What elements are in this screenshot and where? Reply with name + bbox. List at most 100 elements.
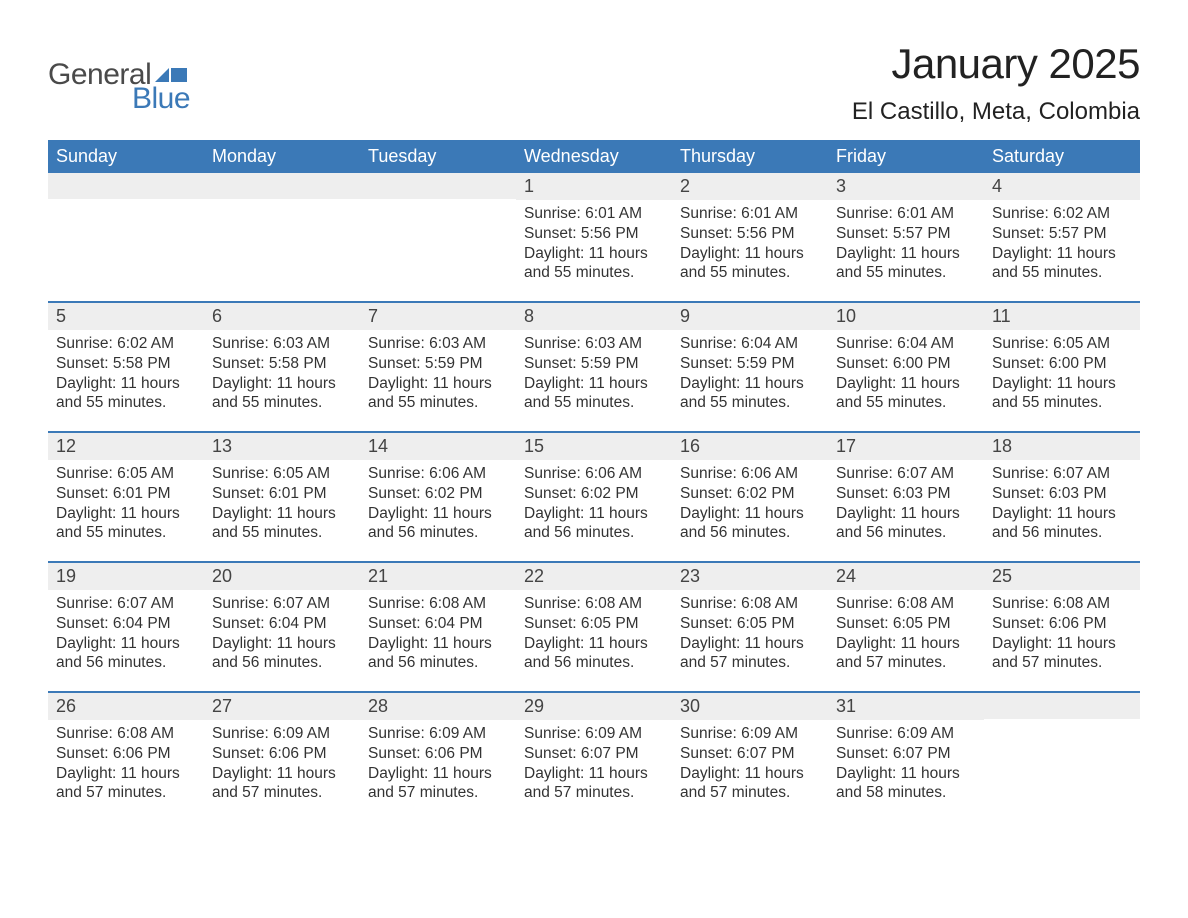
calendar-cell: 13Sunrise: 6:05 AMSunset: 6:01 PMDayligh… [204,433,360,559]
daylight-text: Daylight: 11 hours and 57 minutes. [680,764,820,804]
sunrise-text: Sunrise: 6:04 AM [836,334,976,354]
cell-body: Sunrise: 6:05 AMSunset: 6:00 PMDaylight:… [984,330,1140,419]
cell-body: Sunrise: 6:08 AMSunset: 6:05 PMDaylight:… [672,590,828,679]
sunset-text: Sunset: 6:07 PM [680,744,820,764]
cell-body: Sunrise: 6:07 AMSunset: 6:03 PMDaylight:… [984,460,1140,549]
month-title: January 2025 [852,40,1140,88]
calendar-cell: 3Sunrise: 6:01 AMSunset: 5:57 PMDaylight… [828,173,984,299]
calendar-cell: 11Sunrise: 6:05 AMSunset: 6:00 PMDayligh… [984,303,1140,429]
daylight-text: Daylight: 11 hours and 56 minutes. [368,504,508,544]
daylight-text: Daylight: 11 hours and 56 minutes. [992,504,1132,544]
cell-body: Sunrise: 6:06 AMSunset: 6:02 PMDaylight:… [360,460,516,549]
sunset-text: Sunset: 5:59 PM [680,354,820,374]
sunset-text: Sunset: 5:56 PM [680,224,820,244]
day-number: 28 [360,693,516,720]
sunrise-text: Sunrise: 6:06 AM [368,464,508,484]
cell-body: Sunrise: 6:08 AMSunset: 6:06 PMDaylight:… [984,590,1140,679]
daylight-text: Daylight: 11 hours and 57 minutes. [368,764,508,804]
calendar-cell: 24Sunrise: 6:08 AMSunset: 6:05 PMDayligh… [828,563,984,689]
location: El Castillo, Meta, Colombia [852,98,1140,126]
sunset-text: Sunset: 5:56 PM [524,224,664,244]
day-number [204,173,360,199]
cell-body: Sunrise: 6:09 AMSunset: 6:06 PMDaylight:… [204,720,360,809]
day-number: 7 [360,303,516,330]
day-number: 19 [48,563,204,590]
day-number: 17 [828,433,984,460]
daylight-text: Daylight: 11 hours and 55 minutes. [680,374,820,414]
daylight-text: Daylight: 11 hours and 55 minutes. [56,374,196,414]
daylight-text: Daylight: 11 hours and 55 minutes. [836,244,976,284]
cell-body: Sunrise: 6:01 AMSunset: 5:57 PMDaylight:… [828,200,984,289]
cell-body: Sunrise: 6:06 AMSunset: 6:02 PMDaylight:… [672,460,828,549]
calendar-cell [48,173,204,299]
day-number: 31 [828,693,984,720]
sunrise-text: Sunrise: 6:06 AM [524,464,664,484]
daylight-text: Daylight: 11 hours and 55 minutes. [836,374,976,414]
sunset-text: Sunset: 6:06 PM [56,744,196,764]
sunrise-text: Sunrise: 6:08 AM [368,594,508,614]
cell-body: Sunrise: 6:03 AMSunset: 5:59 PMDaylight:… [516,330,672,419]
week-row: 26Sunrise: 6:08 AMSunset: 6:06 PMDayligh… [48,691,1140,819]
calendar-cell [204,173,360,299]
day-number: 2 [672,173,828,200]
sunset-text: Sunset: 6:04 PM [212,614,352,634]
day-number: 12 [48,433,204,460]
day-number: 24 [828,563,984,590]
day-number: 4 [984,173,1140,200]
calendar-cell: 19Sunrise: 6:07 AMSunset: 6:04 PMDayligh… [48,563,204,689]
sunrise-text: Sunrise: 6:09 AM [212,724,352,744]
sunrise-text: Sunrise: 6:09 AM [368,724,508,744]
cell-body: Sunrise: 6:03 AMSunset: 5:59 PMDaylight:… [360,330,516,419]
daylight-text: Daylight: 11 hours and 56 minutes. [524,634,664,674]
daylight-text: Daylight: 11 hours and 57 minutes. [992,634,1132,674]
sunrise-text: Sunrise: 6:01 AM [680,204,820,224]
calendar-cell: 18Sunrise: 6:07 AMSunset: 6:03 PMDayligh… [984,433,1140,559]
sunset-text: Sunset: 6:07 PM [836,744,976,764]
calendar-cell: 7Sunrise: 6:03 AMSunset: 5:59 PMDaylight… [360,303,516,429]
day-number: 6 [204,303,360,330]
calendar-cell: 17Sunrise: 6:07 AMSunset: 6:03 PMDayligh… [828,433,984,559]
calendar-cell: 26Sunrise: 6:08 AMSunset: 6:06 PMDayligh… [48,693,204,819]
sunrise-text: Sunrise: 6:01 AM [836,204,976,224]
sunset-text: Sunset: 5:58 PM [56,354,196,374]
sunrise-text: Sunrise: 6:07 AM [212,594,352,614]
header: General Blue January 2025 El Castillo, M… [48,40,1140,126]
sunrise-text: Sunrise: 6:03 AM [368,334,508,354]
cell-body: Sunrise: 6:05 AMSunset: 6:01 PMDaylight:… [204,460,360,549]
sunset-text: Sunset: 6:05 PM [524,614,664,634]
sunrise-text: Sunrise: 6:08 AM [992,594,1132,614]
daylight-text: Daylight: 11 hours and 57 minutes. [836,634,976,674]
day-number: 16 [672,433,828,460]
calendar-cell: 10 Sunrise: 6:04 AMSunset: 6:00 PMDayligh… [828,303,984,429]
sunset-text: Sunset: 6:05 PM [836,614,976,634]
daylight-text: Daylight: 11 hours and 58 minutes. [836,764,976,804]
calendar-cell: 16Sunrise: 6:06 AMSunset: 6:02 PMDayligh… [672,433,828,559]
sunset-text: Sunset: 6:06 PM [212,744,352,764]
calendar-cell: 1Sunrise: 6:01 AMSunset: 5:56 PMDaylight… [516,173,672,299]
sunrise-text: Sunrise: 6:05 AM [212,464,352,484]
sunrise-text: Sunrise: 6:08 AM [836,594,976,614]
sunrise-text: Sunrise: 6:05 AM [56,464,196,484]
sunset-text: Sunset: 6:00 PM [836,354,976,374]
sunset-text: Sunset: 6:06 PM [992,614,1132,634]
sunset-text: Sunset: 6:04 PM [56,614,196,634]
calendar-cell [360,173,516,299]
day-number: 13 [204,433,360,460]
sunset-text: Sunset: 6:01 PM [212,484,352,504]
daylight-text: Daylight: 11 hours and 57 minutes. [212,764,352,804]
cell-body [48,199,204,209]
sunrise-text: Sunrise: 6:05 AM [992,334,1132,354]
sunset-text: Sunset: 6:05 PM [680,614,820,634]
calendar-cell: 9Sunrise: 6:04 AMSunset: 5:59 PMDaylight… [672,303,828,429]
sunset-text: Sunset: 6:04 PM [368,614,508,634]
day-number: 10 [828,303,984,330]
daylight-text: Daylight: 11 hours and 57 minutes. [524,764,664,804]
sunrise-text: Sunrise: 6:08 AM [524,594,664,614]
day-number: 27 [204,693,360,720]
calendar-cell: 21Sunrise: 6:08 AMSunset: 6:04 PMDayligh… [360,563,516,689]
sunset-text: Sunset: 6:03 PM [992,484,1132,504]
sunrise-text: Sunrise: 6:01 AM [524,204,664,224]
cell-body: Sunrise: 6:08 AMSunset: 6:04 PMDaylight:… [360,590,516,679]
cell-body: Sunrise: 6:08 AMSunset: 6:05 PMDaylight:… [828,590,984,679]
sunrise-text: Sunrise: 6:06 AM [680,464,820,484]
